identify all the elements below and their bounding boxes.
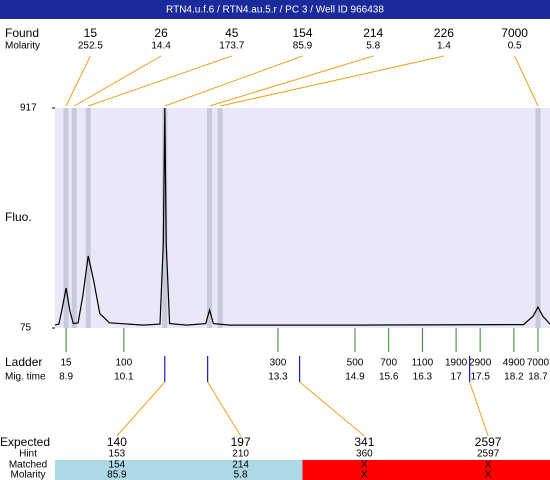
hint-value: 360	[356, 449, 373, 460]
matched-label: Matched	[9, 460, 47, 471]
molarity-value: 5.8	[234, 470, 248, 480]
peak-connector	[514, 55, 539, 107]
ladder-label: Ladder	[5, 355, 42, 369]
ladder-size: 1100	[412, 358, 434, 369]
y-tick-label: 917	[20, 103, 37, 114]
expected-size: 2597	[475, 435, 502, 449]
expected-size: 140	[107, 435, 127, 449]
matched-value: X	[485, 460, 492, 471]
ladder-size: 2900	[469, 358, 492, 369]
found-label: Found	[5, 26, 39, 40]
found-molarity: 5.8	[366, 41, 380, 52]
found-size: 26	[154, 26, 168, 40]
ladder-size: 500	[347, 358, 364, 369]
plot-area	[55, 108, 550, 328]
ladder-mig-time: 8.9	[59, 372, 73, 383]
found-sublabel: Molarity	[5, 41, 40, 52]
molarity-value: X	[361, 470, 368, 480]
ladder-mig-time: 18.7	[528, 372, 548, 383]
ladder-size: 100	[116, 358, 133, 369]
found-molarity: 173.7	[219, 41, 244, 52]
found-molarity: 252.5	[78, 41, 103, 52]
found-size: 45	[225, 26, 239, 40]
expected-label: Expected	[0, 435, 50, 449]
matched-value: 154	[109, 460, 126, 471]
y-tick-label: 75	[20, 323, 32, 334]
match-status	[178, 460, 303, 480]
molarity-label: Molarity	[10, 470, 45, 480]
ladder-size: 1900	[445, 358, 468, 369]
ladder-mig-time: 17.5	[470, 372, 490, 383]
expected-size: 197	[231, 435, 251, 449]
hint-value: 2597	[477, 449, 500, 460]
trace	[54, 107, 550, 326]
match-status	[55, 460, 180, 480]
ladder-size: 4900	[503, 358, 526, 369]
expected-connector	[207, 381, 242, 437]
found-size: 226	[434, 26, 454, 40]
peak-connector	[65, 55, 91, 107]
found-size: 154	[292, 26, 312, 40]
found-size: 15	[84, 26, 98, 40]
found-molarity: 85.9	[293, 41, 313, 52]
ladder-mig-time: 14.9	[345, 372, 365, 383]
ladder-mig-time: 18.2	[504, 372, 524, 383]
peak-connector	[164, 55, 303, 107]
hint-label: Hint	[19, 449, 37, 460]
found-molarity: 1.4	[437, 41, 451, 52]
expected-size: 341	[354, 435, 374, 449]
molarity-value: X	[485, 470, 492, 480]
ladder-size: 700	[380, 358, 397, 369]
header-title: RTN4.u.f.6 / RTN4.au.5.r / PC 3 / Well I…	[166, 5, 384, 16]
ladder-size: 15	[61, 358, 73, 369]
matched-value: 214	[232, 460, 249, 471]
peak-band	[217, 108, 223, 328]
found-molarity: 0.5	[508, 41, 522, 52]
found-molarity: 14.4	[151, 41, 171, 52]
expected-connector	[116, 381, 166, 437]
peak-connector	[220, 55, 445, 107]
ladder-mig-time: 17	[451, 372, 463, 383]
peak-connector	[74, 55, 162, 107]
y-axis-label: Fluo.	[5, 210, 32, 224]
peak-band	[63, 108, 69, 328]
molarity-value: 85.9	[107, 470, 127, 480]
match-status	[302, 460, 427, 480]
match-status	[426, 460, 550, 480]
ladder-mig-time: 15.6	[379, 372, 399, 383]
peak-connector	[209, 55, 374, 107]
hint-value: 210	[232, 449, 249, 460]
hint-value: 153	[109, 449, 126, 460]
found-size: 214	[363, 26, 383, 40]
matched-value: X	[361, 460, 368, 471]
peak-band	[207, 108, 213, 328]
ladder-size: 300	[270, 358, 287, 369]
found-size: 7000	[501, 26, 528, 40]
ladder-size: 7000	[527, 358, 550, 369]
ladder-mig-time: 16.3	[413, 372, 433, 383]
header-bar	[0, 0, 550, 19]
peak-connector	[88, 55, 232, 107]
ladder-sublabel: Mig. time	[5, 372, 46, 383]
peak-band	[162, 108, 168, 328]
peak-band	[71, 108, 77, 328]
expected-connector	[299, 381, 365, 437]
ladder-mig-time: 13.3	[268, 372, 288, 383]
peak-band	[85, 108, 91, 328]
expected-connector	[469, 381, 489, 437]
peak-band	[535, 108, 541, 328]
ladder-mig-time: 10.1	[114, 372, 134, 383]
